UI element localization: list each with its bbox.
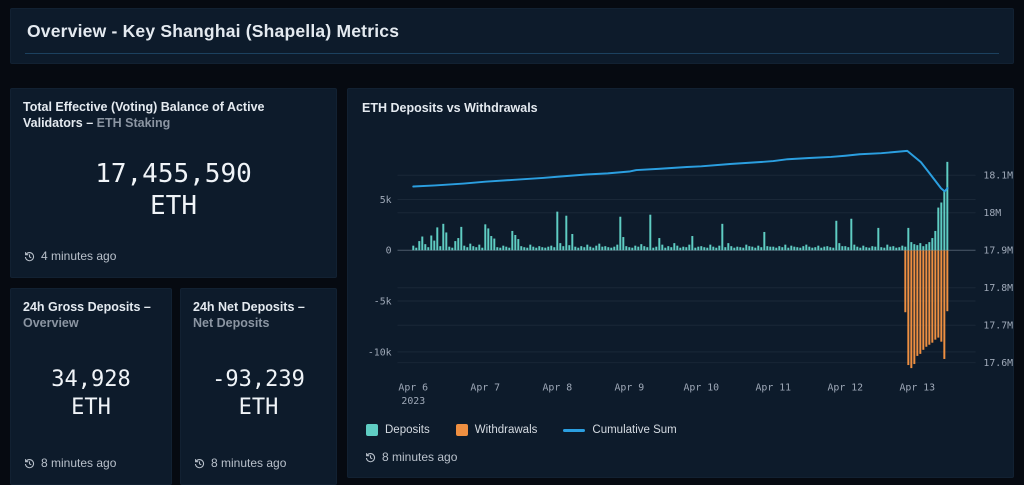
x-axis-tick: Apr 13 xyxy=(900,383,936,394)
x-axis-tick: Apr 11 xyxy=(756,383,792,394)
clock-refresh-icon xyxy=(194,458,205,468)
clock-refresh-icon xyxy=(24,458,35,468)
panel-gross-deposits: 24h Gross Deposits – Overview 34,928 ETH… xyxy=(10,288,172,485)
left-axis-tick: -5k xyxy=(374,297,392,308)
legend-color-swatch xyxy=(366,424,378,437)
x-axis-tick: Apr 7 xyxy=(470,383,500,394)
net-deposits-unit: ETH xyxy=(238,394,279,420)
clock-refresh-icon xyxy=(365,452,376,462)
legend-item-cumulative-sum[interactable]: Cumulative Sum xyxy=(563,424,677,437)
panel-effective-balance: Total Effective (Voting) Balance of Acti… xyxy=(10,88,337,278)
right-axis-tick: 18.1M xyxy=(983,171,1013,182)
deposits-bars xyxy=(412,162,949,251)
gross-deposits-value: 34,928 xyxy=(51,367,131,393)
withdrawals-bars xyxy=(904,250,949,369)
x-axis-tick: Apr 10 xyxy=(683,383,719,394)
right-axis-tick: 18M xyxy=(983,208,1001,219)
deposits-withdrawals-chart[interactable]: 5k 0 -5k -10k 18.1M 18M 17.9M 17.8M 17.7M 17.6M Ap… xyxy=(362,120,1013,416)
legend-line-swatch xyxy=(563,428,586,432)
axis-tick-labels: 5k 0 -5k -10k 18.1M 18M 17.9M 17.8M 17.7M 17.6M Ap… xyxy=(368,171,1013,407)
panel-title-text: 24h Net Deposits – xyxy=(193,300,305,314)
panel-title-text: Total Effective (Voting) Balance of Acti… xyxy=(23,100,265,131)
last-updated-text: 8 minutes ago xyxy=(41,456,117,470)
net-deposits-last-updated: 8 minutes ago xyxy=(193,456,324,470)
legend-item-deposits[interactable]: Deposits xyxy=(366,424,430,437)
page-title: Overview - Key Shanghai (Shapella) Metri… xyxy=(27,21,400,41)
panel-title-text: 24h Gross Deposits – xyxy=(23,300,151,314)
right-axis-tick: 17.8M xyxy=(983,283,1013,294)
effective-balance-last-updated: 4 minutes ago xyxy=(23,249,324,263)
panel-title-subtext: Net Deposits xyxy=(193,316,270,331)
last-updated-text: 8 minutes ago xyxy=(382,450,458,465)
gross-deposits-last-updated: 8 minutes ago xyxy=(23,456,159,470)
panel-title-subtext: ETH Staking xyxy=(96,116,171,131)
panel-deposits-vs-withdrawals: ETH Deposits vs Withdrawals 5k 0 -5k -10k 18… xyxy=(347,88,1014,478)
dashboard-header: Overview - Key Shanghai (Shapella) Metri… xyxy=(10,8,1014,64)
legend-label: Withdrawals xyxy=(474,424,538,437)
chart-legend: Deposits Withdrawals Cumulative Sum xyxy=(366,420,1005,440)
net-deposits-value: -93,239 xyxy=(212,367,305,393)
right-axis-tick: 17.7M xyxy=(983,321,1013,332)
panel-title-net-deposits[interactable]: 24h Net Deposits – Net Deposits xyxy=(193,299,324,332)
x-axis-tick: Apr 12 xyxy=(828,383,864,394)
last-updated-text: 8 minutes ago xyxy=(211,456,287,470)
header-divider xyxy=(25,53,999,54)
left-axis-tick: 0 xyxy=(386,246,392,257)
x-axis-year: 2023 xyxy=(401,396,425,407)
panel-title-effective-balance[interactable]: Total Effective (Voting) Balance of Acti… xyxy=(23,99,324,132)
legend-color-swatch xyxy=(455,424,468,437)
panel-title-gross-deposits[interactable]: 24h Gross Deposits – Overview xyxy=(23,299,159,332)
panel-title-text: ETH Deposits vs Withdrawals xyxy=(362,101,538,115)
chart-last-updated: 8 minutes ago xyxy=(364,450,1005,464)
cumulative-sum-line xyxy=(412,150,949,193)
gross-deposits-unit: ETH xyxy=(71,394,111,420)
left-axis-tick: -10k xyxy=(368,348,392,359)
panel-title-deposits-vs-withdrawals[interactable]: ETH Deposits vs Withdrawals xyxy=(362,100,1005,116)
panel-title-subtext: Overview xyxy=(23,316,79,331)
chart-gridlines xyxy=(397,175,976,364)
right-axis-tick: 17.6M xyxy=(983,358,1013,369)
left-axis-tick: 5k xyxy=(380,195,392,206)
legend-item-withdrawals[interactable]: Withdrawals xyxy=(455,424,538,437)
effective-balance-unit: ETH xyxy=(150,191,197,222)
x-axis-tick: Apr 8 xyxy=(542,383,572,394)
effective-balance-value: 17,455,590 xyxy=(95,158,252,189)
panel-net-deposits: 24h Net Deposits – Net Deposits -93,239 … xyxy=(180,288,337,485)
legend-label: Deposits xyxy=(385,424,430,437)
clock-refresh-icon xyxy=(24,251,35,261)
x-axis-tick: Apr 6 xyxy=(398,383,428,394)
right-axis-tick: 17.9M xyxy=(983,246,1013,257)
legend-label: Cumulative Sum xyxy=(592,424,677,437)
x-axis-tick: Apr 9 xyxy=(614,383,644,394)
last-updated-text: 4 minutes ago xyxy=(41,249,117,263)
